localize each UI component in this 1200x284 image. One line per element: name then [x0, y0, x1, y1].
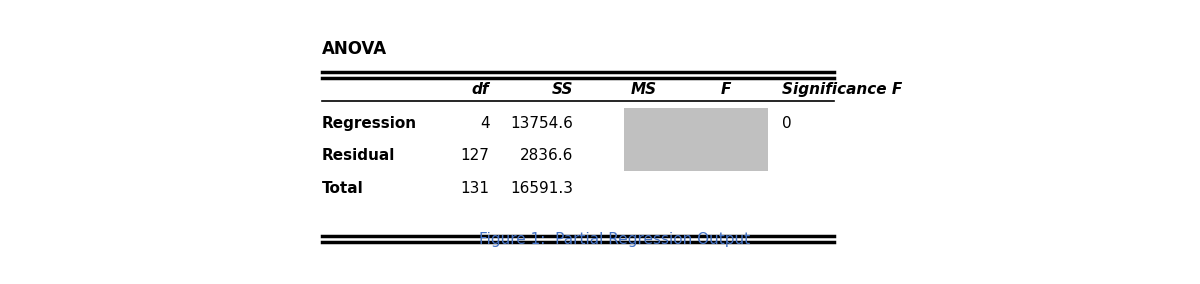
Text: 4: 4	[480, 116, 490, 131]
Text: 0: 0	[782, 116, 792, 131]
Text: ANOVA: ANOVA	[322, 40, 388, 59]
Text: F: F	[721, 82, 731, 97]
Text: Total: Total	[322, 181, 364, 196]
Text: 16591.3: 16591.3	[510, 181, 574, 196]
Text: Residual: Residual	[322, 148, 396, 163]
Text: 2836.6: 2836.6	[520, 148, 574, 163]
Text: 131: 131	[461, 181, 490, 196]
Text: SS: SS	[552, 82, 574, 97]
Text: MS: MS	[631, 82, 656, 97]
Text: Regression: Regression	[322, 116, 418, 131]
Text: 127: 127	[461, 148, 490, 163]
Bar	[624, 139, 701, 171]
Text: 13754.6: 13754.6	[510, 116, 574, 131]
Bar	[624, 108, 768, 171]
Text: Figure 1:  Partial Regression Output: Figure 1: Partial Regression Output	[480, 232, 750, 247]
Text: df: df	[472, 82, 490, 97]
Text: Significance F: Significance F	[782, 82, 902, 97]
